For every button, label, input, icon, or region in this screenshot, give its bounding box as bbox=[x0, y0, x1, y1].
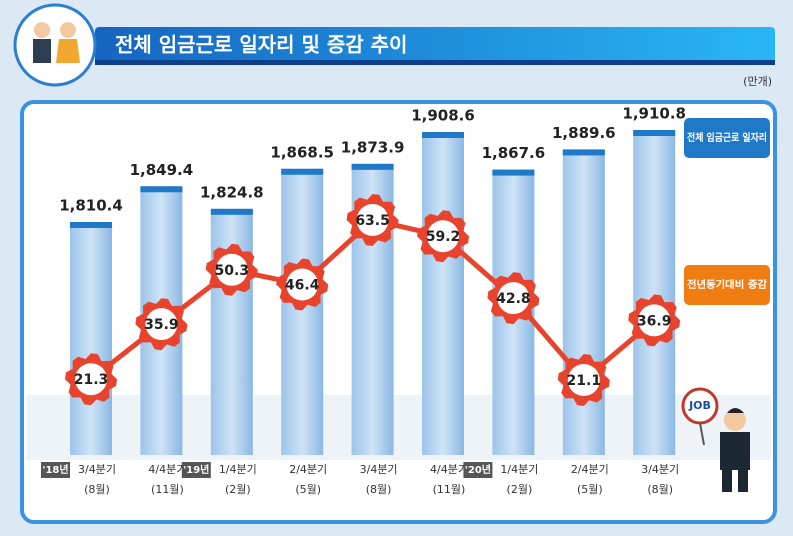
line-value-label: 63.5 bbox=[355, 213, 390, 229]
legend-box bbox=[684, 265, 770, 305]
bar-cap bbox=[210, 208, 253, 215]
bar-cap bbox=[281, 168, 324, 175]
chart-title: 전체 임금근로 일자리 및 증감 추이 bbox=[115, 33, 407, 57]
year-tag: '18년 bbox=[42, 463, 68, 476]
bar-value-label: 1,824.8 bbox=[200, 183, 264, 201]
line-value-label: 42.8 bbox=[496, 291, 531, 307]
bar-cap bbox=[633, 130, 676, 136]
x-tick-label: 4/4분기 bbox=[148, 463, 186, 476]
bar bbox=[70, 222, 112, 455]
bar bbox=[422, 132, 464, 455]
x-tick-label: 3/4분기 bbox=[78, 463, 116, 476]
x-tick-sublabel: (8월) bbox=[647, 483, 673, 496]
x-tick-sublabel: (11월) bbox=[433, 483, 466, 496]
bar-value-label: 1,889.6 bbox=[552, 124, 616, 142]
gear-center bbox=[215, 253, 248, 286]
line-value-label: 21.3 bbox=[74, 372, 109, 388]
icon-people bbox=[33, 22, 80, 63]
x-tick-sublabel: (11월) bbox=[151, 483, 184, 496]
line-value-label: 59.2 bbox=[426, 229, 461, 245]
line-value-label: 46.4 bbox=[285, 278, 320, 294]
x-tick-sublabel: (8월) bbox=[366, 483, 392, 496]
bar-value-label: 1,867.6 bbox=[482, 144, 546, 162]
x-tick-label: 4/4분기 bbox=[430, 463, 468, 476]
gear-center bbox=[75, 363, 107, 396]
bar-cap bbox=[562, 149, 605, 156]
bar-value-label: 1,810.4 bbox=[59, 197, 123, 215]
bar-value-label: 1,849.4 bbox=[130, 161, 194, 179]
legend-label: 전체 임금근로 일자리 bbox=[687, 131, 767, 144]
bar-value-label: 1,908.6 bbox=[411, 107, 475, 125]
x-tick-label: 2/4분기 bbox=[571, 463, 609, 476]
x-tick-sublabel: (8월) bbox=[84, 483, 110, 496]
title-banner bbox=[95, 27, 775, 65]
bar bbox=[281, 168, 324, 455]
line-value-label: 36.9 bbox=[637, 313, 672, 329]
icon-circle bbox=[13, 3, 97, 87]
bar-cap bbox=[70, 222, 112, 228]
bar-value-label: 1,868.5 bbox=[270, 143, 334, 161]
bar bbox=[562, 149, 605, 455]
year-tag-box bbox=[41, 462, 70, 478]
x-tick-label: 1/4분기 bbox=[219, 463, 257, 476]
x-tick-label: 3/4분기 bbox=[641, 463, 679, 476]
bar-cap bbox=[422, 132, 464, 139]
bar-value-label: 1,873.9 bbox=[341, 138, 405, 156]
year-tag: '19년 bbox=[183, 463, 209, 476]
bar-cap bbox=[140, 186, 183, 193]
gear-center bbox=[567, 364, 600, 396]
bar-cap bbox=[492, 169, 535, 176]
gear-center bbox=[286, 268, 319, 301]
legend-label: 전년동기대비 증감 bbox=[687, 278, 768, 291]
title-underline bbox=[95, 60, 775, 65]
legend-box bbox=[684, 118, 770, 158]
gear-center bbox=[145, 308, 178, 341]
year-tag-box bbox=[463, 462, 493, 478]
gear-center bbox=[356, 204, 389, 236]
bar-cap bbox=[351, 163, 394, 170]
x-tick-sublabel: (2월) bbox=[507, 483, 533, 496]
job-figure: JOB bbox=[681, 387, 750, 492]
gear-center bbox=[427, 220, 459, 253]
gear-center bbox=[638, 304, 671, 337]
x-tick-sublabel: (5월) bbox=[577, 483, 603, 496]
year-tag-box bbox=[181, 462, 211, 478]
gear-center bbox=[497, 282, 530, 315]
x-tick-sublabel: (2월) bbox=[225, 483, 251, 496]
year-tag: '20년 bbox=[465, 463, 491, 476]
bar-value-label: 1,910.8 bbox=[622, 105, 686, 123]
line-value-label: 35.9 bbox=[144, 317, 179, 333]
x-tick-sublabel: (5월) bbox=[295, 483, 321, 496]
x-tick-label: 1/4분기 bbox=[500, 463, 538, 476]
x-tick-label: 3/4분기 bbox=[360, 463, 398, 476]
line-value-label: 50.3 bbox=[215, 263, 250, 279]
line-value-label: 21.1 bbox=[567, 373, 602, 389]
sign-text: JOB bbox=[688, 399, 711, 412]
bar bbox=[633, 130, 676, 455]
unit-label: (만개) bbox=[743, 75, 772, 88]
x-tick-label: 2/4분기 bbox=[289, 463, 327, 476]
